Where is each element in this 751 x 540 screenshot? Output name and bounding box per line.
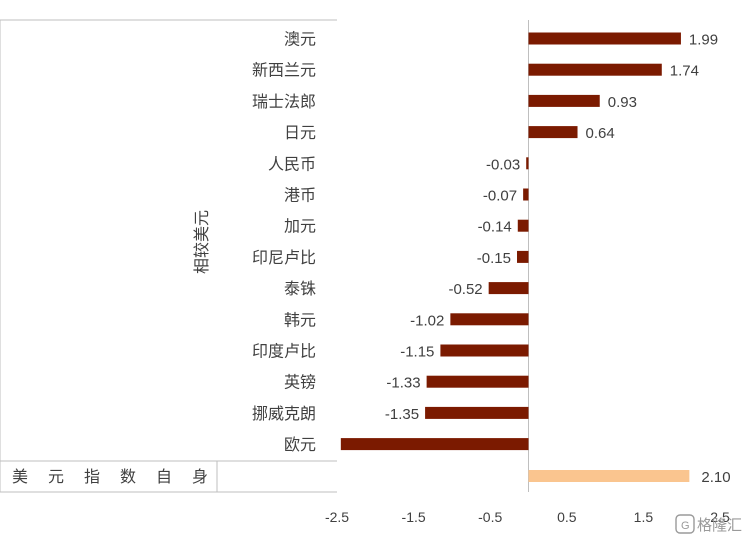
index-label-char-4: 数	[120, 468, 136, 486]
bar-11	[440, 344, 529, 357]
value-label-1: 1.99	[689, 32, 718, 49]
category-label-14: 欧元	[284, 436, 316, 454]
bar-9	[488, 282, 529, 295]
y-axis-label: 相较美元	[193, 210, 211, 274]
category-label-11: 印度卢比	[252, 343, 316, 361]
bar-3	[528, 94, 600, 107]
x-tick-3: -0.5	[478, 509, 502, 525]
bar-4	[528, 126, 578, 139]
watermark: G 格隆汇	[675, 514, 742, 534]
index-label-char-5: 自	[156, 468, 172, 486]
value-label-7: -0.14	[478, 219, 512, 236]
bar-14	[340, 438, 529, 451]
bar-7	[517, 219, 529, 232]
category-label-4: 日元	[284, 125, 316, 142]
x-tick-1: -2.5	[325, 509, 349, 525]
category-labels: 澳元新西兰元瑞士法郎日元人民币港币加元印尼卢比泰铢韩元印度卢比英镑挪威克朗欧元美…	[12, 31, 316, 487]
bar-6	[523, 188, 529, 201]
watermark-text: 格隆汇	[697, 517, 742, 534]
index-label-char-2: 元	[48, 469, 64, 486]
x-tick-2: -1.5	[402, 509, 426, 525]
value-label-2: 1.74	[670, 63, 699, 80]
bar-2	[528, 63, 662, 76]
x-tick-6: 2.5	[710, 509, 730, 525]
value-label-13: -1.35	[385, 406, 419, 423]
category-label-10: 韩元	[284, 311, 316, 329]
index-label-char-1: 美	[12, 468, 28, 486]
bar-10	[450, 313, 529, 326]
watermark-logo-glyph: G	[681, 520, 690, 532]
category-label-9: 泰铢	[284, 280, 316, 298]
bar-index	[528, 470, 690, 482]
bar-1	[528, 32, 681, 45]
category-label-8: 印尼卢比	[252, 249, 316, 267]
category-label-1: 澳元	[284, 31, 316, 49]
value-label-11: -1.15	[400, 344, 434, 361]
bar-8	[517, 250, 529, 263]
category-label-7: 加元	[284, 218, 316, 236]
bars-group	[340, 32, 690, 482]
category-label-3: 瑞士法郎	[252, 93, 316, 111]
value-label-8: -0.15	[477, 250, 511, 267]
category-label-6: 港币	[284, 187, 316, 205]
index-label-char-6: 身	[192, 468, 208, 486]
value-labels: 1.99 1.74 0.93 0.64 -0.03 -0.07 -0.14 -0.15 -0.5…	[385, 32, 731, 487]
category-label-5: 人民币	[268, 155, 316, 173]
index-label-char-3: 指	[84, 468, 100, 486]
value-label-3: 0.93	[608, 94, 637, 111]
value-label-6: -0.07	[483, 188, 517, 205]
category-label-13: 挪威克朗	[252, 405, 316, 423]
bar-13	[425, 406, 529, 419]
value-label-5: -0.03	[486, 156, 520, 173]
value-label-4: 0.64	[586, 125, 615, 142]
bar-5	[526, 157, 529, 170]
x-tick-4: 0.5	[557, 509, 577, 525]
bar-12	[426, 375, 529, 388]
x-tick-labels: -2.5 -1.5 -0.5 0.5 1.5 2.5	[325, 509, 730, 525]
value-label-12: -1.33	[386, 375, 420, 392]
category-label-12: 英镑	[284, 374, 316, 392]
value-label-10: -1.02	[410, 312, 444, 329]
value-label-index: 2.10	[701, 469, 730, 486]
category-label-2: 新西兰元	[252, 62, 316, 80]
watermark-logo-icon	[675, 514, 695, 534]
value-label-9: -0.52	[448, 281, 482, 298]
x-tick-5: 1.5	[634, 509, 654, 525]
